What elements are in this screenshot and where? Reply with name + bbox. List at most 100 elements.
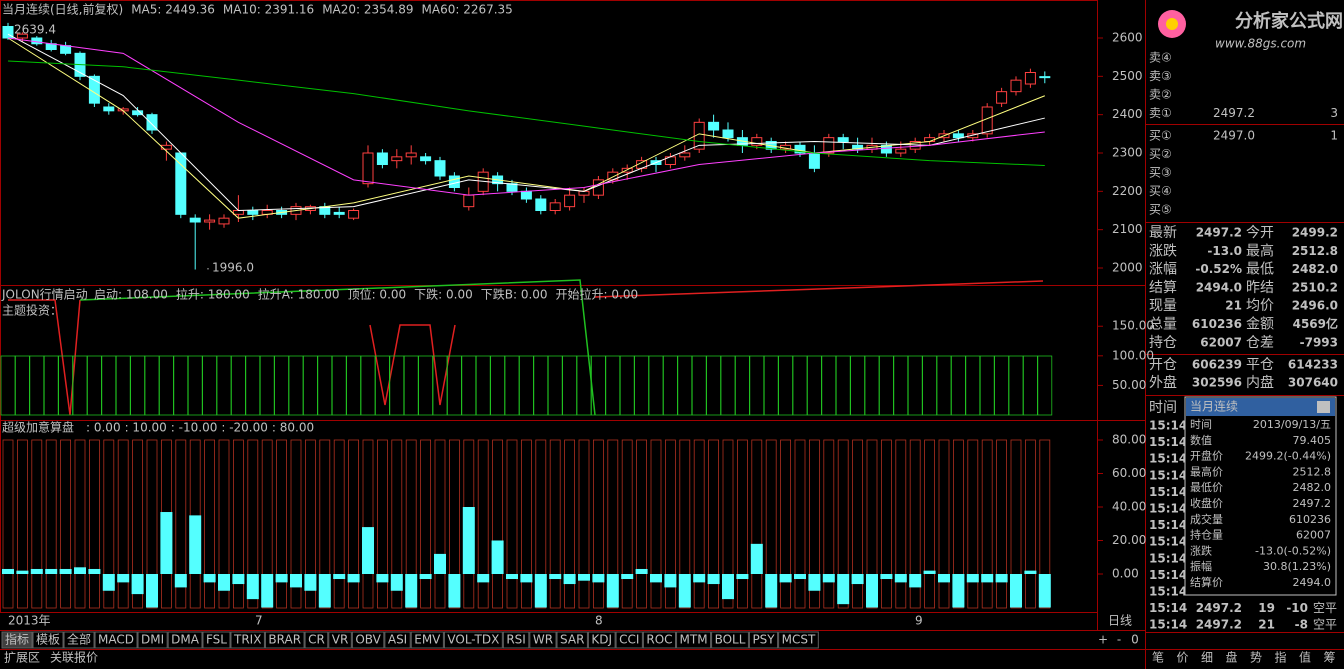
tab[interactable]: RSI xyxy=(506,633,526,647)
tab[interactable]: BOLL xyxy=(715,633,746,647)
stat-value: -7993 xyxy=(1300,335,1338,349)
popup-label: 开盘价 xyxy=(1190,449,1223,463)
bottom-tab[interactable]: 关联报价 xyxy=(50,650,98,665)
zoom-button[interactable]: - xyxy=(1117,633,1121,647)
popup-value: 2482.0 xyxy=(1293,481,1332,494)
oscillator-bar xyxy=(794,574,806,580)
tab[interactable]: ROC xyxy=(646,633,672,647)
tab-frame[interactable] xyxy=(676,631,712,649)
low-label: 1996.0 xyxy=(212,261,254,275)
tab-frame[interactable] xyxy=(32,631,64,649)
tab[interactable]: MCST xyxy=(782,633,816,647)
tab-frame[interactable] xyxy=(443,631,503,649)
tab[interactable]: TRIX xyxy=(233,633,261,647)
tab[interactable]: FSL xyxy=(206,633,227,647)
tab-frame[interactable] xyxy=(167,631,203,649)
popup-value: 610236 xyxy=(1289,513,1331,526)
tab[interactable]: BRAR xyxy=(268,633,301,647)
tab[interactable]: 全部 xyxy=(67,632,91,647)
tab-frame[interactable] xyxy=(264,631,305,649)
tab-frame[interactable] xyxy=(384,631,411,649)
popup-close-x[interactable]: × xyxy=(1318,401,1328,415)
tab-frame[interactable] xyxy=(351,631,385,649)
panel-button[interactable]: 势 xyxy=(1250,651,1262,665)
tab-frame[interactable] xyxy=(529,631,557,649)
tab[interactable]: ASI xyxy=(388,633,407,647)
tab[interactable]: VR xyxy=(332,633,349,647)
tab-frame[interactable] xyxy=(328,631,352,649)
stat-label: 结算 xyxy=(1149,280,1177,296)
tab-frame[interactable] xyxy=(587,631,616,649)
tab[interactable]: MTM xyxy=(680,633,708,647)
tick-time: 15:14 xyxy=(1149,502,1187,516)
tab-frame[interactable] xyxy=(202,631,231,649)
indicator-cell xyxy=(893,355,909,416)
panel-button[interactable]: 细 xyxy=(1201,651,1213,665)
oscillator-item: : 10.00 xyxy=(125,421,167,435)
tab[interactable]: DMI xyxy=(141,633,164,647)
tab[interactable]: PSY xyxy=(752,633,775,647)
tab[interactable]: DMA xyxy=(171,633,200,647)
oscillator-frame xyxy=(909,439,921,609)
tab[interactable]: MACD xyxy=(98,633,134,647)
x-axis-label: 2013年 xyxy=(8,614,51,628)
tab-frame[interactable] xyxy=(642,631,677,649)
tab[interactable]: SAR xyxy=(560,633,584,647)
tab[interactable]: CCI xyxy=(619,633,639,647)
stat-value: 2512.8 xyxy=(1292,244,1338,258)
panel-button[interactable]: 指 xyxy=(1274,650,1286,665)
indicator-cell xyxy=(504,355,520,416)
tab-frame[interactable] xyxy=(778,631,819,649)
tab[interactable]: CR xyxy=(308,633,325,647)
popup-close[interactable] xyxy=(1317,401,1330,413)
panel-button[interactable]: 价 xyxy=(1176,651,1188,665)
oscillator-frame xyxy=(276,439,288,609)
zoom-button[interactable]: + xyxy=(1098,633,1108,647)
indicator-item: 下跌: 0.00 xyxy=(414,287,473,302)
tab[interactable]: WR xyxy=(533,633,553,647)
oscillator-frame xyxy=(549,439,561,609)
panel-button[interactable]: 笔 xyxy=(1152,650,1164,665)
tab-frame[interactable] xyxy=(711,631,749,649)
buy-label: 买③ xyxy=(1149,166,1172,180)
y-tick-label: 80.00 xyxy=(1112,433,1146,447)
tick-time: 15:14 xyxy=(1149,485,1187,499)
buy-volume: 1 xyxy=(1330,129,1338,143)
tab[interactable]: 指标 xyxy=(5,632,29,647)
indicator-cell xyxy=(648,355,664,416)
buy-label: 买② xyxy=(1149,147,1172,161)
oscillator-name: 超级加意算盘 xyxy=(2,420,74,435)
tab-frame[interactable] xyxy=(1,631,33,649)
tab-frame[interactable] xyxy=(748,631,779,649)
tab[interactable]: VOL-TDX xyxy=(447,633,499,647)
stat-value: 2499.2 xyxy=(1292,226,1338,240)
panel-button[interactable]: 筹 xyxy=(1323,651,1335,665)
logo-title: 分析家公式网 xyxy=(1235,10,1343,32)
oscillator-bar xyxy=(146,574,158,608)
popup-value: 2013/09/13/五 xyxy=(1253,418,1331,431)
oscillator-frame xyxy=(31,439,43,609)
tab-frame[interactable] xyxy=(63,631,95,649)
panel-button[interactable]: 盘 xyxy=(1225,650,1237,665)
tab[interactable]: EMV xyxy=(414,633,441,647)
tab[interactable]: 模板 xyxy=(36,633,60,647)
indicator-cell xyxy=(922,355,937,416)
tab[interactable]: KDJ xyxy=(591,633,612,647)
tab-frame[interactable] xyxy=(502,631,530,649)
indicator-cell xyxy=(187,355,203,416)
tab-frame[interactable] xyxy=(304,631,329,649)
stat-value: 2494.0 xyxy=(1196,280,1242,294)
candle-body xyxy=(693,121,705,150)
tab-frame[interactable] xyxy=(615,631,643,649)
tab-frame[interactable] xyxy=(230,631,265,649)
panel-button[interactable]: 值 xyxy=(1299,650,1311,665)
tab-frame[interactable] xyxy=(94,631,138,649)
bottom-tab[interactable]: 扩展区 xyxy=(4,651,40,665)
oscillator-frame xyxy=(1025,439,1036,609)
tab[interactable]: OBV xyxy=(355,633,381,647)
tick-change: -8 xyxy=(1295,618,1308,632)
tab-frame[interactable] xyxy=(556,631,588,649)
tab-frame[interactable] xyxy=(410,631,444,649)
zoom-button[interactable]: 0 xyxy=(1131,633,1139,647)
tab-frame[interactable] xyxy=(137,631,168,649)
